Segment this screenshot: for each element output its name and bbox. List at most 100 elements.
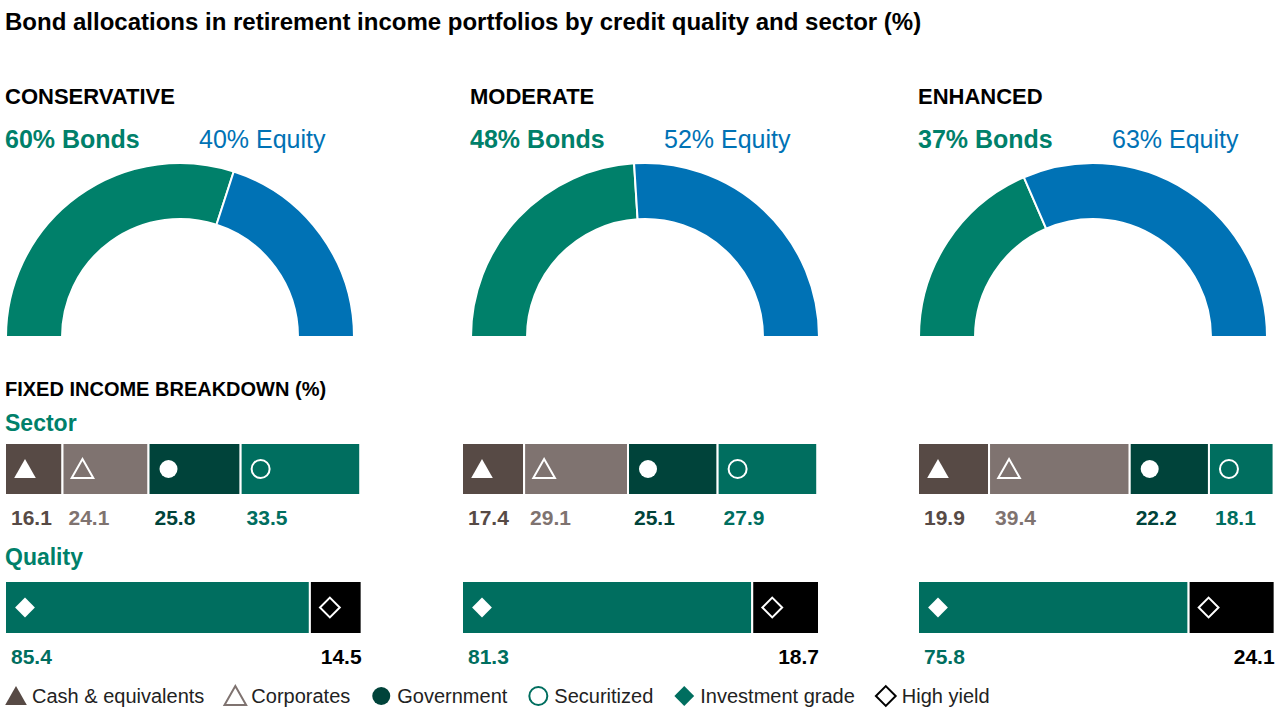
panel-title: MODERATE bbox=[470, 84, 594, 109]
segment-icon bbox=[639, 460, 657, 478]
slice-label: 48% Bonds bbox=[470, 125, 605, 153]
segment-icon bbox=[928, 598, 948, 618]
data-label: 75.8 bbox=[924, 645, 965, 668]
slice-label: 37% Bonds bbox=[918, 125, 1053, 153]
segment-icon bbox=[72, 459, 94, 478]
data-label: 17.4 bbox=[468, 506, 509, 529]
chart-root: Bond allocations in retirement income po… bbox=[0, 0, 1280, 720]
segment-icon bbox=[252, 460, 270, 478]
data-label: 29.1 bbox=[530, 506, 571, 529]
segment-icon bbox=[471, 459, 493, 478]
data-label: 19.9 bbox=[924, 506, 965, 529]
sector-title: Sector bbox=[5, 410, 77, 436]
data-label: 27.9 bbox=[724, 506, 765, 529]
bar-segment: Cash & equivalents bbox=[5, 443, 62, 495]
donut-slice bbox=[634, 163, 819, 337]
legend-icon bbox=[876, 686, 896, 706]
segment-icon bbox=[1141, 460, 1159, 478]
bar-segment: Corporates bbox=[524, 443, 628, 495]
data-label: 39.4 bbox=[995, 506, 1036, 529]
bar-segment: High yield bbox=[310, 581, 362, 634]
bar-segment: High yield bbox=[1189, 581, 1275, 634]
bar-segment: Securitized bbox=[241, 443, 361, 495]
slice-label: 40% Equity bbox=[199, 125, 326, 153]
legend-label: Cash & equivalents bbox=[32, 685, 204, 707]
segment-icon bbox=[533, 459, 555, 478]
breakdown-title: FIXED INCOME BREAKDOWN (%) bbox=[5, 378, 326, 400]
legend-icon bbox=[372, 687, 390, 705]
segment-icon bbox=[998, 459, 1020, 478]
data-label: 33.5 bbox=[247, 506, 288, 529]
bar-segment: Government bbox=[628, 443, 718, 495]
bar-segment: Securitized bbox=[1209, 443, 1274, 495]
title: Bond allocations in retirement income po… bbox=[5, 8, 921, 35]
legend-label: Securitized bbox=[554, 685, 653, 707]
slice-label: 52% Equity bbox=[664, 125, 791, 153]
bar-segment: Investment grade bbox=[5, 581, 310, 634]
half-donut bbox=[471, 163, 819, 337]
icon-group bbox=[927, 459, 1238, 478]
data-label: 24.1 bbox=[1234, 645, 1275, 668]
bar-segment: Investment grade bbox=[918, 581, 1189, 634]
bar-segment: Corporates bbox=[62, 443, 148, 495]
segment-icon bbox=[1220, 460, 1238, 478]
bar-group: Cash & equivalentsCorporatesGovernmentSe… bbox=[918, 443, 1274, 495]
segment-icon bbox=[729, 460, 747, 478]
bar-segment: Corporates bbox=[989, 443, 1130, 495]
bar-segment: Securitized bbox=[718, 443, 818, 495]
data-label: 81.3 bbox=[468, 645, 509, 668]
data-label: 14.5 bbox=[321, 645, 362, 668]
icon-group bbox=[472, 598, 782, 618]
icon-group bbox=[471, 459, 746, 478]
donut-slice bbox=[471, 163, 638, 337]
legend-icon bbox=[674, 686, 694, 706]
icon-group bbox=[928, 598, 1218, 618]
legend-label: Government bbox=[397, 685, 507, 707]
half-donut bbox=[919, 163, 1267, 337]
icon-group bbox=[14, 459, 269, 478]
icon-group bbox=[15, 598, 340, 618]
bar-group: Cash & equivalentsCorporatesGovernmentSe… bbox=[5, 443, 360, 495]
legend-icon bbox=[5, 686, 27, 705]
data-label: 25.1 bbox=[634, 506, 675, 529]
panel-title: CONSERVATIVE bbox=[5, 84, 175, 109]
donut-slice bbox=[216, 172, 354, 337]
segment-icon bbox=[927, 459, 949, 478]
legend-label: Corporates bbox=[251, 685, 350, 707]
bar-group: Investment gradeHigh yield bbox=[918, 581, 1275, 634]
segment-icon bbox=[160, 460, 178, 478]
bar-segment: High yield bbox=[752, 581, 819, 634]
bar-segment: Government bbox=[1130, 443, 1209, 495]
legend: Cash & equivalents Corporates Government Se… bbox=[5, 685, 989, 707]
segment-icon bbox=[1199, 598, 1219, 618]
slice-label: 63% Equity bbox=[1112, 125, 1239, 153]
segment-icon bbox=[14, 459, 36, 478]
data-label: 85.4 bbox=[11, 645, 52, 668]
bar-group: Cash & equivalentsCorporatesGovernmentSe… bbox=[462, 443, 817, 495]
donut-slice bbox=[919, 177, 1046, 337]
slice-label: 60% Bonds bbox=[5, 125, 140, 153]
data-label: 25.8 bbox=[155, 506, 196, 529]
data-label: 16.1 bbox=[11, 506, 52, 529]
bar-group: Investment gradeHigh yield bbox=[462, 581, 819, 634]
quality-title: Quality bbox=[5, 544, 83, 570]
legend-icon bbox=[529, 687, 547, 705]
data-label: 24.1 bbox=[68, 506, 109, 529]
legend-label: Investment grade bbox=[700, 685, 855, 707]
segment-icon bbox=[762, 598, 782, 618]
segment-icon bbox=[472, 598, 492, 618]
legend-icon bbox=[225, 686, 247, 705]
segment-icon bbox=[15, 598, 35, 618]
bar-group: Investment gradeHigh yield bbox=[5, 581, 362, 634]
bar-segment: Government bbox=[149, 443, 241, 495]
panel-title: ENHANCED bbox=[918, 84, 1043, 109]
bar-segment: Cash & equivalents bbox=[918, 443, 989, 495]
data-label: 18.1 bbox=[1215, 506, 1256, 529]
donut-slice bbox=[1024, 163, 1267, 337]
legend-label: High yield bbox=[902, 685, 990, 707]
donut-slice bbox=[6, 163, 234, 337]
half-donut bbox=[6, 163, 354, 337]
bar-segment: Investment grade bbox=[462, 581, 752, 634]
data-label: 18.7 bbox=[778, 645, 819, 668]
data-label: 22.2 bbox=[1136, 506, 1177, 529]
